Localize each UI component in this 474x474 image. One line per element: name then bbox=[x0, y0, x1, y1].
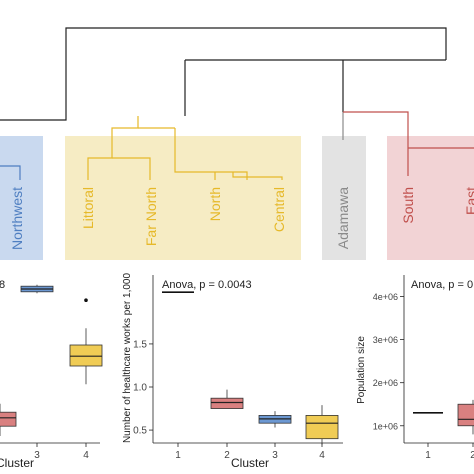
right-cluster-2-box bbox=[457, 403, 474, 427]
left-panel-x-label: Cluster bbox=[0, 456, 34, 470]
dendrogram-right-yellow bbox=[174, 128, 248, 180]
leaf-label-far-north: Far North bbox=[143, 187, 159, 246]
middle-x-tick-label-4: 4 bbox=[319, 450, 325, 461]
dendrogram-farnorth-branch bbox=[112, 157, 151, 180]
dendrogram-leaf-labels: Northwest Littoral Far North North Central Ad… bbox=[9, 187, 474, 250]
right-panel-boxes bbox=[413, 399, 474, 435]
middle-panel-x-label: Cluster bbox=[231, 456, 269, 470]
left-x-tick-label-3: 3 bbox=[34, 450, 40, 461]
middle-panel-boxes bbox=[162, 291, 339, 445]
leaf-label-north: North bbox=[207, 187, 223, 221]
left-cluster-4-box bbox=[69, 344, 103, 367]
middle-cluster-2-box bbox=[210, 397, 244, 409]
right-panel-y-ticks: 1e+06 2e+06 3e+06 4e+06 bbox=[373, 292, 404, 431]
left-x-tick-label-4: 4 bbox=[83, 450, 89, 461]
left-panel-boxes bbox=[0, 284, 103, 436]
middle-x-tick-label-3: 3 bbox=[272, 450, 278, 461]
middle-panel-y-label: Number of healthcare works per 1,000 bbox=[122, 273, 133, 444]
right-y-tick-label-2e+06: 2e+06 bbox=[373, 378, 398, 388]
leaf-label-east: East bbox=[463, 187, 474, 215]
right-y-tick-label-1e+06: 1e+06 bbox=[373, 421, 398, 431]
middle-x-tick-label-1: 1 bbox=[175, 450, 181, 461]
leaf-label-littoral: Littoral bbox=[80, 187, 96, 229]
middle-cluster-4-box bbox=[305, 415, 339, 440]
right-x-tick-label-1: 1 bbox=[425, 450, 431, 461]
left-cluster-4-outlier-0 bbox=[84, 298, 88, 303]
middle-y-tick-label-1.5: 1.5 bbox=[133, 339, 147, 350]
middle-x-tick-label-2: 2 bbox=[224, 450, 230, 461]
left-cluster-2-box bbox=[0, 411, 17, 427]
dendrogram bbox=[0, 27, 474, 180]
dendrogram-red-link bbox=[343, 111, 409, 148]
right-y-tick-label-4e+06: 4e+06 bbox=[373, 292, 398, 302]
dendrogram-central-branch bbox=[232, 172, 283, 180]
leaf-label-adamawa: Adamawa bbox=[335, 187, 351, 249]
dendrogram-blue-branch bbox=[0, 165, 21, 180]
cluster-south-panel bbox=[387, 136, 474, 260]
middle-panel-y-ticks: 0.5 1.0 1.5 bbox=[133, 339, 153, 437]
leaf-label-south: South bbox=[400, 187, 416, 224]
leaf-label-central: Central bbox=[271, 187, 287, 232]
middle-y-tick-label-1.0: 1.0 bbox=[133, 383, 147, 394]
middle-panel-annotation: Anova, p = 0.0043 bbox=[162, 279, 252, 291]
right-y-tick-label-3e+06: 3e+06 bbox=[373, 335, 398, 345]
cluster-central-panel bbox=[65, 136, 301, 260]
dendrogram-littoral-branch bbox=[87, 116, 139, 180]
middle-panel-x-ticks: 1 2 3 4 bbox=[175, 443, 325, 461]
right-panel-annotation: Anova, p = 0 bbox=[411, 279, 473, 291]
cluster-adamawa-panel bbox=[322, 136, 366, 260]
dendrogram-root-link bbox=[0, 27, 447, 121]
right-panel-y-label: Population size bbox=[356, 336, 367, 404]
cluster-northwest-panel bbox=[0, 136, 43, 260]
middle-y-tick-label-0.5: 0.5 bbox=[133, 426, 147, 437]
left-panel-annotation: 8 bbox=[0, 279, 5, 291]
leaf-label-northwest: Northwest bbox=[9, 187, 25, 250]
right-x-tick-label-2: 2 bbox=[470, 450, 474, 461]
middle-boxplot-panel: Number of healthcare works per 1,000 0.5… bbox=[122, 273, 343, 470]
